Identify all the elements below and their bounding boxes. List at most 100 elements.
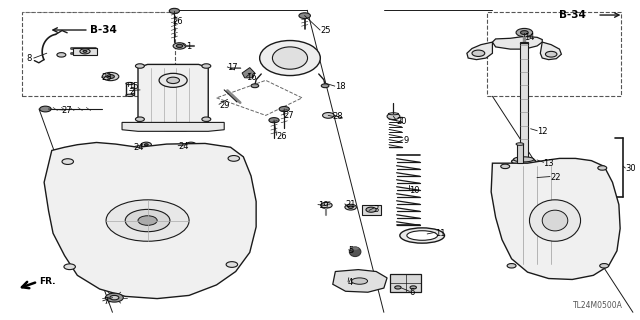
Bar [487,12,621,96]
Circle shape [516,28,532,37]
Circle shape [170,8,179,13]
Circle shape [202,117,211,122]
Circle shape [173,43,186,49]
Circle shape [57,52,66,57]
Text: 11: 11 [435,229,445,238]
Ellipse shape [349,247,361,257]
Text: 9: 9 [403,136,408,145]
Text: 14: 14 [524,33,535,42]
Text: FR.: FR. [39,277,56,286]
Text: 27: 27 [61,106,72,115]
Circle shape [279,107,289,112]
Polygon shape [333,270,387,292]
Circle shape [228,156,239,161]
Circle shape [500,164,509,169]
Text: 10: 10 [410,186,420,195]
Circle shape [167,77,179,84]
Circle shape [64,264,76,270]
Circle shape [102,72,119,81]
Ellipse shape [351,247,359,250]
Circle shape [62,159,74,164]
Circle shape [136,64,145,68]
Text: 6: 6 [410,288,415,297]
Circle shape [80,49,90,54]
Circle shape [138,216,157,225]
Text: 17: 17 [227,63,238,72]
Polygon shape [540,42,561,60]
Circle shape [387,113,400,120]
Bar [362,204,381,215]
Circle shape [348,206,353,208]
Text: 3: 3 [374,205,379,214]
Circle shape [472,50,484,56]
Polygon shape [491,158,620,279]
Circle shape [83,50,87,52]
Circle shape [189,144,193,146]
Text: 1: 1 [186,42,191,52]
Text: 22: 22 [550,173,561,182]
Text: 13: 13 [543,159,554,168]
Ellipse shape [511,158,536,165]
Ellipse shape [260,41,320,76]
Text: B-34: B-34 [90,25,117,35]
Text: 18: 18 [335,82,346,91]
Polygon shape [122,123,224,131]
Text: 23: 23 [102,73,112,82]
Bar [22,12,175,96]
Text: TL24M0500A: TL24M0500A [573,301,623,310]
Text: 24: 24 [178,142,189,151]
Circle shape [40,106,51,112]
Ellipse shape [126,94,134,96]
Text: 28: 28 [333,113,344,122]
Circle shape [366,207,376,212]
Circle shape [106,200,189,241]
Circle shape [110,295,119,300]
Circle shape [345,204,356,210]
Circle shape [106,293,124,302]
Circle shape [176,44,182,48]
Polygon shape [467,42,492,60]
Circle shape [600,264,609,268]
Text: 15: 15 [129,82,139,91]
Bar [516,144,523,163]
Ellipse shape [273,47,308,69]
Circle shape [545,51,557,57]
Ellipse shape [388,113,399,115]
Circle shape [598,166,607,170]
Text: 2: 2 [130,87,135,96]
Circle shape [145,144,148,146]
Circle shape [321,202,332,208]
Circle shape [186,142,196,147]
Text: 27: 27 [284,111,294,120]
Circle shape [395,286,401,289]
Circle shape [125,209,170,232]
Circle shape [202,64,211,68]
Circle shape [251,84,259,88]
Circle shape [517,172,538,183]
Circle shape [136,117,145,122]
Text: 5: 5 [349,246,354,255]
Ellipse shape [516,143,524,145]
Text: 26: 26 [173,17,183,26]
Text: 25: 25 [320,27,330,36]
Circle shape [299,13,310,19]
Circle shape [269,118,279,123]
Text: 8: 8 [26,53,31,62]
Polygon shape [44,142,256,299]
Text: B-34: B-34 [559,10,586,20]
Text: 26: 26 [276,132,287,140]
Ellipse shape [351,278,367,284]
Text: 29: 29 [219,101,230,110]
Circle shape [410,286,417,289]
Ellipse shape [400,228,445,243]
Circle shape [321,84,329,88]
Text: 21: 21 [345,200,355,209]
Ellipse shape [529,200,580,241]
Circle shape [523,175,532,180]
Ellipse shape [513,157,534,162]
Circle shape [226,262,237,268]
Circle shape [159,73,187,87]
Text: 4: 4 [348,278,353,287]
Text: 30: 30 [625,164,636,173]
Text: 19: 19 [318,201,328,210]
